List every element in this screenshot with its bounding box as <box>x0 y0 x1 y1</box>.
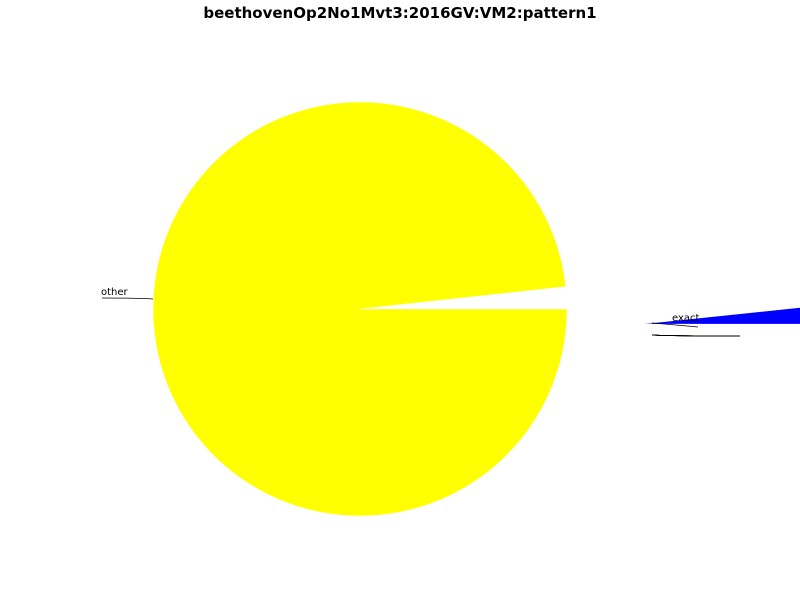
slice-label-other: other <box>101 287 129 298</box>
pie-slice-exact <box>645 307 800 324</box>
leader-line-small-6 <box>651 334 741 337</box>
leader-line-exact <box>651 322 699 328</box>
slice-label-exact: exact <box>672 313 700 324</box>
chart-title: beethovenOp2No1Mvt3:2016GV:VM2:pattern1 <box>203 4 597 22</box>
leader-line-other <box>101 297 154 300</box>
pie-slice-other <box>152 101 568 517</box>
